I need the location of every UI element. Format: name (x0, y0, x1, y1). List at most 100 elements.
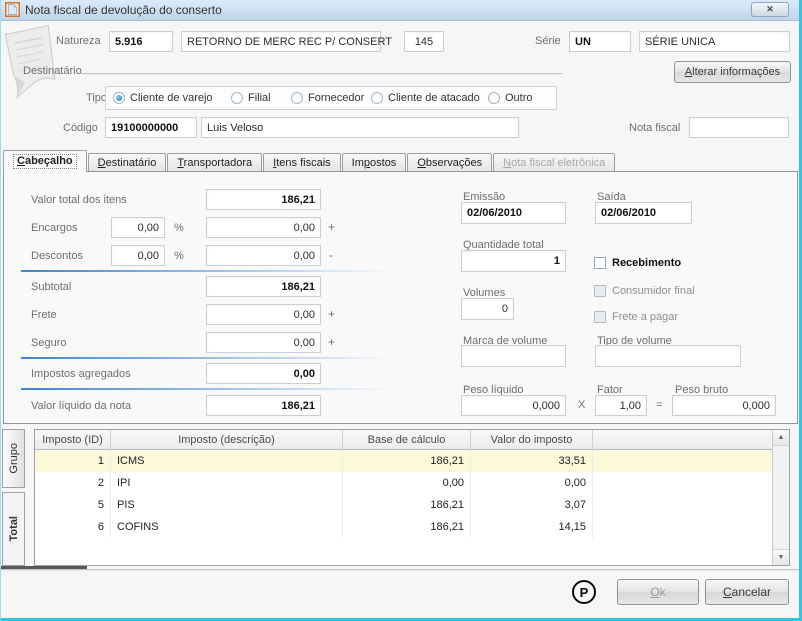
peso-bruto-field[interactable]: 0,000 (672, 395, 776, 416)
column-header-imposto-descricao[interactable]: Imposto (descrição) (111, 430, 343, 450)
consumidor-final-checkbox: Consumidor final (594, 285, 695, 297)
table-scrollbar[interactable]: ▲ ▼ (772, 430, 789, 565)
radio-filial[interactable]: Filial (231, 91, 271, 105)
tab-transportadora[interactable]: Transportadora (167, 153, 263, 172)
column-header-base-calculo[interactable]: Base de cálculo (343, 430, 471, 450)
equals-symbol: = (656, 399, 663, 411)
column-header-valor-imposto[interactable]: Valor do imposto (471, 430, 593, 450)
tipo-volume-field[interactable] (595, 345, 741, 367)
subtotal-label: Subtotal (31, 281, 72, 293)
cliente-nome-field[interactable]: Luis Veloso (201, 117, 519, 138)
natureza-desc-field[interactable]: RETORNO DE MERC REC P/ CONSERT (181, 31, 392, 52)
scroll-down-icon[interactable]: ▼ (773, 549, 789, 565)
radio-cliente-de-atacado[interactable]: Cliente de atacado (371, 91, 480, 105)
close-button[interactable]: ✕ (751, 2, 789, 17)
frete-plus-sign: + (328, 307, 336, 321)
encargos-pct-field[interactable]: 0,00 (111, 217, 165, 238)
encargos-percent-symbol: % (174, 222, 184, 234)
encargos-value-field[interactable]: 0,00 (206, 217, 321, 238)
tab-observacoes[interactable]: Observações (407, 153, 493, 172)
saida-label: Saída (597, 191, 626, 203)
tab-impostos[interactable]: Impostos (341, 153, 407, 172)
column-header-filler (593, 430, 789, 450)
natureza-code-field[interactable]: 5.916 (109, 31, 173, 52)
table-row-ipi[interactable]: 2 IPI 0,00 0,00 (35, 472, 789, 494)
radio-cliente-de-varejo[interactable]: Cliente de varejo (113, 91, 213, 105)
frete-a-pagar-checkbox: Frete a pagar (594, 311, 678, 323)
volumes-field[interactable]: 0 (461, 298, 514, 320)
natureza-label: Natureza (56, 35, 101, 47)
serie-code-field[interactable]: UN (569, 31, 631, 52)
table-row-cofins[interactable]: 6 COFINS 186,21 14,15 (35, 516, 789, 538)
seguro-plus-sign: + (328, 335, 336, 349)
radio-icon (231, 92, 243, 104)
radio-selected-icon (113, 92, 125, 104)
footer-separator (1, 569, 799, 571)
descontos-minus-sign: - (329, 248, 333, 262)
subtotal-field: 186,21 (206, 276, 321, 297)
saida-field[interactable]: 02/06/2010 (595, 202, 692, 224)
fator-field[interactable]: 1,00 (595, 395, 647, 416)
divider-line (21, 388, 393, 390)
serie-desc-field[interactable]: SÉRIE UNICA (639, 31, 790, 52)
frete-label: Frete (31, 309, 57, 321)
close-icon: ✕ (766, 4, 774, 14)
tax-table: Imposto (ID) Imposto (descrição) Base de… (34, 429, 790, 566)
impostos-agregados-field: 0,00 (206, 363, 321, 384)
scroll-up-icon[interactable]: ▲ (773, 430, 789, 446)
tab-itens-fiscais[interactable]: Itens fiscais (263, 153, 341, 172)
marca-volume-field[interactable] (461, 345, 566, 367)
encargos-label: Encargos (31, 222, 78, 234)
table-row-pis[interactable]: 5 PIS 186,21 3,07 (35, 494, 789, 516)
emissao-field[interactable]: 02/06/2010 (461, 202, 566, 224)
destinatario-group-line (81, 73, 562, 75)
checkbox-icon (594, 285, 606, 297)
recebimento-checkbox[interactable]: Recebimento (594, 257, 681, 269)
nota-fiscal-label: Nota fiscal (629, 122, 681, 134)
peso-bruto-label: Peso bruto (675, 384, 729, 396)
descontos-percent-symbol: % (174, 250, 184, 262)
radio-icon (371, 92, 383, 104)
multiply-symbol: X (578, 399, 586, 411)
valor-liquido-label: Valor líquido da nota (31, 400, 132, 412)
destinatario-group-label: Destinatário (23, 65, 82, 77)
codigo-field[interactable]: 19100000000 (105, 117, 197, 138)
encargos-plus-sign: + (328, 220, 336, 234)
peso-liquido-field[interactable]: 0,000 (461, 395, 566, 416)
serie-label: Série (535, 35, 561, 47)
natureza-numero-field[interactable]: 145 (404, 31, 444, 52)
column-header-imposto-id[interactable]: Imposto (ID) (35, 430, 111, 450)
side-tab-grupo[interactable]: Grupo (2, 429, 25, 488)
tab-strip: Cabeçalho Destinatário Transportadora It… (3, 150, 616, 172)
checkbox-icon (594, 311, 606, 323)
radio-icon (291, 92, 303, 104)
emissao-label: Emissão (463, 191, 506, 203)
radio-outro[interactable]: Outro (488, 91, 533, 105)
divider-line (21, 270, 393, 272)
tax-table-header: Imposto (ID) Imposto (descrição) Base de… (35, 430, 789, 450)
seguro-label: Seguro (31, 337, 67, 349)
seguro-field[interactable]: 0,00 (206, 332, 321, 353)
side-tab-total[interactable]: Total (2, 492, 25, 566)
radio-fornecedor[interactable]: Fornecedor (291, 91, 364, 105)
nota-fiscal-field[interactable] (689, 117, 789, 138)
radio-icon (488, 92, 500, 104)
quantidade-field: 1 (461, 250, 566, 272)
tipo-radio-group (105, 86, 557, 110)
valor-liquido-field: 186,21 (206, 395, 321, 416)
table-row-icms[interactable]: 1 ICMS 186,21 33,51 (35, 450, 789, 472)
descontos-value-field[interactable]: 0,00 (206, 245, 321, 266)
invoice-app-icon (5, 2, 20, 17)
tab-cabecalho[interactable]: Cabeçalho (3, 150, 87, 172)
tab-destinatario[interactable]: Destinatário (87, 153, 167, 172)
peso-liquido-label: Peso líquido (463, 384, 524, 396)
descontos-label: Descontos (31, 250, 83, 262)
fator-label: Fator (597, 384, 623, 396)
quantidade-label: Quantidade total (463, 239, 544, 251)
descontos-pct-field[interactable]: 0,00 (111, 245, 165, 266)
frete-field[interactable]: 0,00 (206, 304, 321, 325)
